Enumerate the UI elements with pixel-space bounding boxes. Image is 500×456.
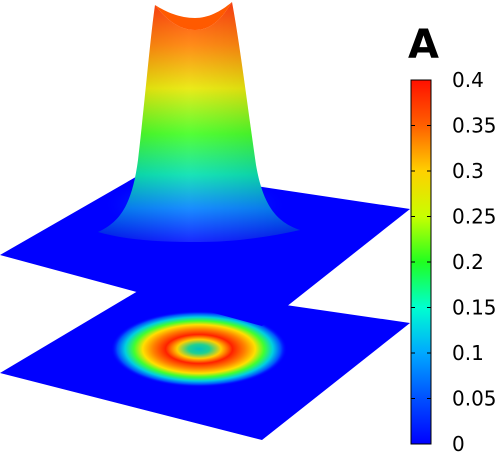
- colorbar-tick-label: 0.2: [452, 250, 484, 274]
- upper-plane: [0, 170, 410, 326]
- colorbar-tick-label: 0.25: [452, 205, 497, 229]
- surface-peak-shading: [98, 2, 300, 242]
- colorbar-tick-label: 0.35: [452, 114, 497, 138]
- projection-ring: [111, 311, 287, 387]
- colorbar-tick-label: 0: [452, 432, 465, 456]
- projection-heatmap: [0, 285, 410, 440]
- colorbar-ticks: 0 0.05 0.1 0.15 0.2 0.25 0.3 0.35 0.4: [411, 68, 497, 456]
- colorbar: 0 0.05 0.1 0.15 0.2 0.25 0.3 0.35 0.4: [410, 68, 497, 456]
- colorbar-tick-label: 0.05: [452, 387, 497, 411]
- panel-label: A: [408, 22, 439, 68]
- colorbar-tick-label: 0.3: [452, 159, 484, 183]
- colorbar-tick-label: 0.15: [452, 296, 497, 320]
- colorbar-tick-label: 0.4: [452, 68, 484, 92]
- surface-crater-rim: [155, 2, 232, 30]
- surface-plot: [0, 2, 410, 326]
- colorbar-tick-label: 0.1: [452, 341, 484, 365]
